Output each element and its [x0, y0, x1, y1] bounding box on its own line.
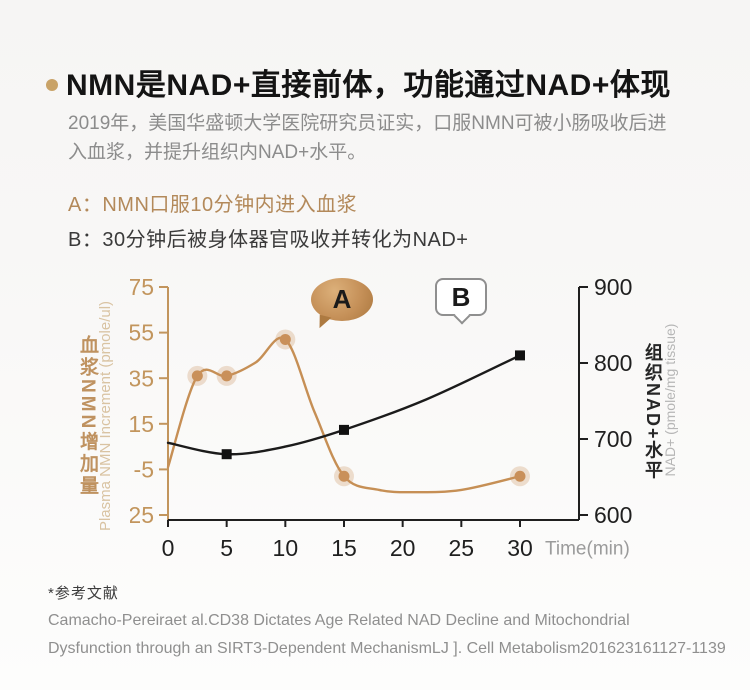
chart-svg: 75 55 35 15 -5 -25 900 800 700 600 0 5 10 15 20 25 30 Tim…	[130, 274, 632, 561]
reference-title: *参考文献	[48, 585, 119, 602]
svg-text:0: 0	[162, 535, 175, 561]
svg-text:800: 800	[594, 350, 632, 376]
right-axis-title-en: NAD+ (pmole/mg tissue)	[662, 323, 678, 477]
annotation-a-label: A	[332, 284, 352, 314]
right-axis-title-cn: 组织NAD+水平	[643, 343, 663, 481]
left-axis-title-cn: 血浆NMN增加量	[77, 335, 98, 498]
reference-line-1: Camacho-Pereiraet al.CD38 Dictates Age R…	[48, 612, 630, 629]
svg-text:15: 15	[331, 535, 357, 561]
key-point-b: B：30分钟后被身体器官吸收并转化为NAD+	[68, 229, 469, 251]
annotation-bubble-a: A	[311, 278, 373, 331]
reference-footer: *参考文献 Camacho-Pereiraet al.CD38 Dictates…	[48, 582, 728, 659]
svg-text:75: 75	[130, 274, 154, 300]
svg-text:35: 35	[130, 365, 154, 391]
svg-text:55: 55	[130, 320, 154, 346]
left-axis-title-en: Plasma NMN Increment (pmole/ul)	[97, 300, 114, 532]
svg-text:10: 10	[273, 535, 299, 561]
page-subtitle: 2019年，美国华盛顿大学医院研究员证实，口服NMN可被小肠吸收后进入血浆，并提…	[68, 113, 667, 163]
svg-text:700: 700	[594, 426, 632, 452]
title-bullet-icon	[46, 79, 58, 91]
svg-text:25: 25	[449, 535, 475, 561]
svg-text:-25: -25	[130, 502, 154, 528]
svg-text:600: 600	[594, 502, 632, 528]
chart-area: 75 55 35 15 -5 -25 900 800 700 600 0 5 10 15 20 25 30 Tim…	[0, 240, 750, 585]
svg-text:900: 900	[594, 274, 632, 300]
svg-text:20: 20	[390, 535, 416, 561]
annotation-bubble-b: B	[435, 278, 487, 325]
svg-text:-5: -5	[134, 456, 154, 482]
svg-text:15: 15	[130, 411, 154, 437]
svg-text:30: 30	[507, 535, 533, 561]
key-point-a: A：NMN口服10分钟内进入血浆	[68, 194, 358, 216]
svg-text:Time(min): Time(min)	[545, 539, 630, 560]
svg-text:5: 5	[220, 535, 233, 561]
reference-line-2: Dysfunction through an SIRT3-Dependent M…	[48, 640, 726, 657]
annotation-b-label: B	[451, 281, 471, 312]
page-title: NMN是NAD+直接前体，功能通过NAD+体现	[66, 69, 671, 102]
